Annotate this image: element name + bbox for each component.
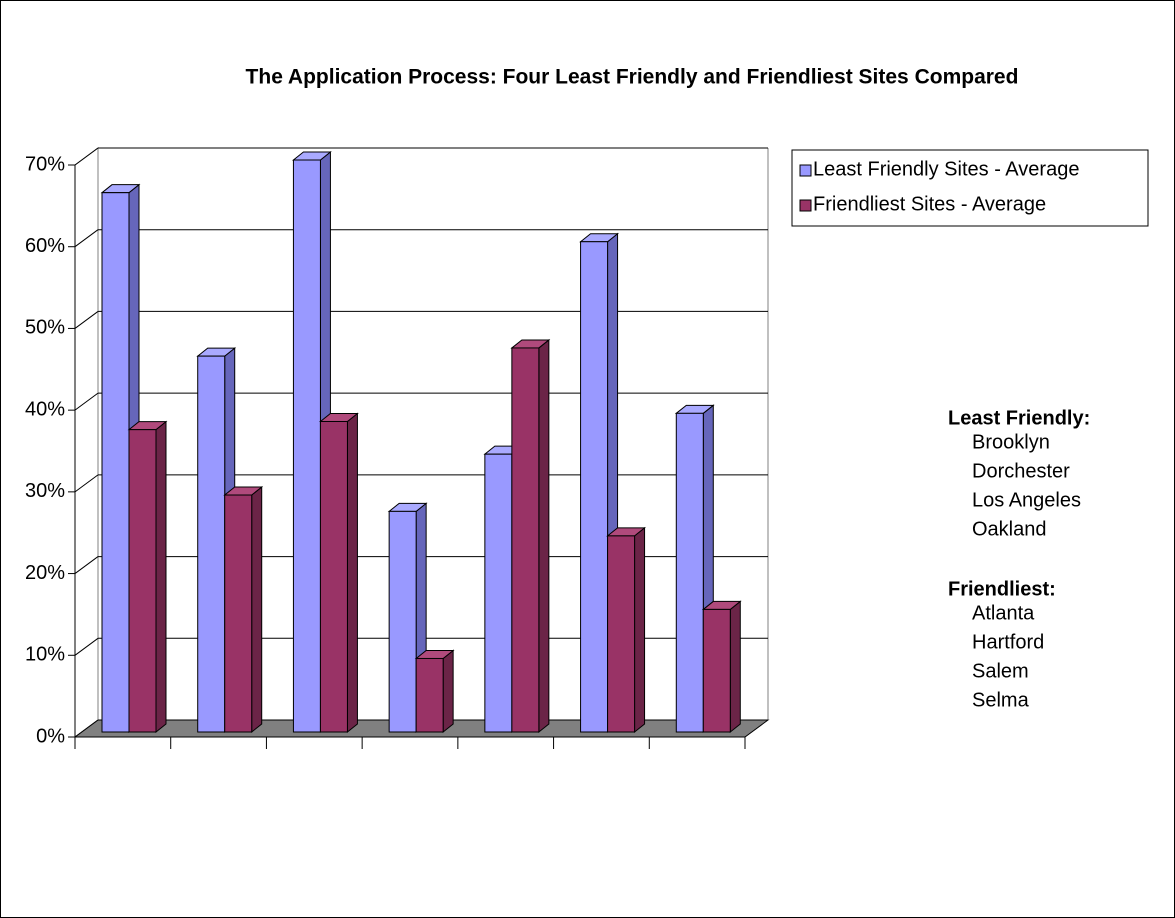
legend-box	[791, 149, 1149, 227]
bar	[414, 649, 455, 734]
annotation-item: Los Angeles	[972, 489, 1081, 511]
grid-line-side	[74, 147, 99, 166]
annotation-item: Selma	[972, 689, 1030, 711]
bar-front	[388, 510, 417, 733]
bar-front	[128, 429, 157, 733]
bar-side	[634, 526, 646, 734]
bar	[701, 600, 742, 734]
annotation-heading: Friendliest:	[948, 578, 1056, 600]
bar	[319, 412, 359, 734]
y-tick-label: 50%	[25, 317, 65, 339]
bar-front	[607, 535, 636, 733]
annotation-item: Dorchester	[972, 460, 1070, 482]
bar-front	[675, 412, 704, 733]
bar	[606, 526, 646, 734]
bar-front	[702, 608, 731, 733]
grid-line-side	[74, 474, 99, 493]
bar	[510, 338, 551, 734]
y-tick-label: 60%	[25, 235, 65, 257]
bar-side	[346, 412, 358, 734]
grid-line-side	[74, 719, 99, 738]
bar-front	[224, 494, 253, 733]
annotation-item: Oakland	[972, 518, 1047, 540]
grid-line-side	[74, 311, 99, 329]
grid-line-side	[74, 229, 99, 248]
grid-line-side	[74, 556, 99, 574]
bar-front	[511, 347, 540, 733]
y-tick-label: 0%	[36, 725, 65, 747]
bar-front	[415, 657, 444, 733]
annotation-item: Brooklyn	[972, 431, 1050, 453]
grid-line-side	[74, 392, 99, 411]
annotation-heading: Least Friendly:	[948, 407, 1090, 429]
bar-side	[442, 649, 454, 734]
bar-front	[484, 453, 513, 733]
bar-front	[101, 192, 130, 733]
bar-side	[251, 485, 263, 734]
chart-title: The Application Process: Four Least Frie…	[246, 66, 1019, 89]
annotation-item: Hartford	[972, 631, 1044, 653]
y-tick-label: 30%	[25, 480, 65, 502]
legend-label: Friendliest Sites - Average	[813, 193, 1046, 215]
bar	[127, 420, 168, 734]
annotation-item: Atlanta	[972, 602, 1035, 624]
bar-front	[580, 241, 609, 733]
y-tick-label: 40%	[25, 398, 65, 420]
bar-side	[155, 420, 167, 734]
y-tick-label: 70%	[25, 153, 65, 175]
bar-side	[538, 338, 550, 734]
legend-label: Least Friendly Sites - Average	[813, 158, 1079, 180]
annotation-item: Salem	[972, 660, 1029, 682]
grid-line-side	[74, 637, 99, 656]
bar-front	[197, 355, 226, 733]
bar-front	[292, 159, 321, 733]
bar	[223, 485, 264, 734]
legend-swatch	[799, 164, 812, 177]
y-tick-label: 20%	[25, 562, 65, 584]
legend-swatch	[799, 199, 812, 212]
y-tick-label: 10%	[25, 644, 65, 666]
bar-front	[319, 420, 348, 733]
bar-side	[729, 600, 741, 734]
